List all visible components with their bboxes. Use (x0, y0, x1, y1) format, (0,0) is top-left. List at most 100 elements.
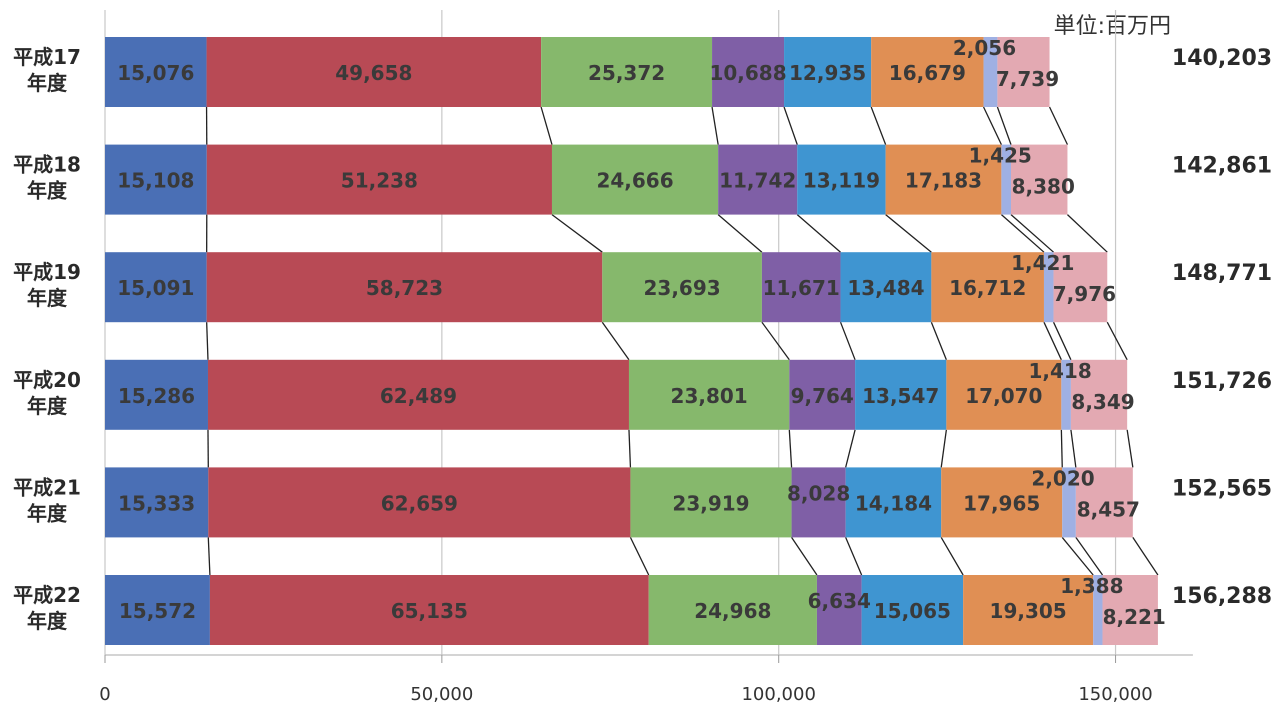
bar-segment (1102, 575, 1158, 645)
total-label: 152,565 (1172, 476, 1272, 501)
bar-segment (207, 359, 629, 430)
bar-segment (789, 359, 856, 430)
bar-segment (551, 144, 719, 215)
bar-segment (761, 252, 841, 323)
data-label: 24,666 (596, 169, 673, 193)
data-label: 15,091 (117, 276, 194, 300)
data-label: 15,076 (117, 61, 194, 85)
series-connector-line (885, 214, 932, 253)
bar-segment (105, 144, 207, 215)
data-label: 7,739 (996, 67, 1059, 91)
series-connector-line (788, 429, 793, 468)
bar-segment (208, 467, 631, 538)
data-label: 16,712 (949, 276, 1026, 300)
data-label: 15,572 (119, 599, 196, 623)
bar-segment (648, 575, 817, 645)
total-label: 148,771 (1172, 261, 1272, 286)
bar-segment (861, 575, 964, 645)
bar-segment (1053, 252, 1108, 323)
data-label: 13,484 (847, 276, 924, 300)
bar-segment (931, 252, 1044, 323)
data-label: 17,070 (965, 384, 1042, 408)
data-label: 23,919 (672, 491, 749, 515)
bar-segment (206, 144, 552, 215)
data-label: 7,976 (1053, 282, 1116, 306)
series-connector-line (1061, 536, 1094, 576)
data-label: 8,349 (1071, 390, 1134, 414)
bar-segment (1070, 359, 1128, 430)
bar-segment (1062, 467, 1076, 538)
series-connector-line (940, 429, 948, 468)
x-tick-label: 150,000 (1078, 684, 1152, 705)
data-label: 1,418 (1029, 359, 1092, 383)
data-label: 16,679 (889, 61, 966, 85)
category-label: 平成22 年度 (13, 583, 81, 633)
series-connector-line (996, 106, 1012, 145)
bar-segment (963, 575, 1094, 645)
data-label: 17,183 (905, 169, 982, 193)
series-connector-line (717, 214, 763, 253)
data-label: 65,135 (391, 599, 468, 623)
data-label: 51,238 (341, 169, 418, 193)
data-label: 15,286 (118, 384, 195, 408)
bar-segment (797, 144, 886, 215)
bar-segment (628, 359, 790, 430)
series-connector-line (628, 429, 632, 468)
bar-segment (206, 37, 542, 107)
category-label: 平成20 年度 (13, 368, 81, 418)
data-label: 2,020 (1031, 466, 1094, 490)
series-connector-line (711, 106, 719, 145)
data-label: 2,056 (953, 36, 1016, 60)
bar-segment (983, 37, 998, 107)
series-connector-line (1060, 429, 1063, 468)
category-label: 平成19 年度 (13, 260, 81, 310)
series-connector-line (601, 321, 630, 361)
series-connector-line (1000, 214, 1045, 253)
bar-segment (1001, 144, 1011, 215)
data-label: 10,688 (709, 61, 786, 85)
series-connector-line (870, 106, 887, 145)
data-label: 8,380 (1012, 175, 1075, 199)
series-connector-line (791, 537, 818, 576)
bar-segment (1093, 575, 1103, 645)
x-tick-label: 0 (99, 684, 110, 705)
data-label: 58,723 (366, 276, 443, 300)
category-label: 平成17 年度 (13, 45, 81, 95)
total-label: 151,726 (1172, 369, 1272, 394)
unit-label: 単位:百万円 (1053, 14, 1171, 39)
bar-segment (946, 359, 1062, 430)
series-connector-line (1052, 321, 1072, 361)
data-label: 19,305 (990, 599, 1067, 623)
bar-segment (1043, 252, 1054, 323)
series-connector-line (1075, 537, 1104, 576)
bar-segment (791, 467, 846, 538)
bar-segment (871, 37, 984, 107)
x-tick-label: 50,000 (410, 684, 473, 705)
data-label: 49,658 (335, 61, 412, 85)
data-label: 13,547 (862, 384, 939, 408)
x-tick-label: 100,000 (741, 684, 815, 705)
series-connector-line (845, 429, 856, 468)
bar-segment (105, 467, 209, 538)
series-connector-line (982, 106, 1002, 145)
bar-segment (840, 252, 932, 323)
bar-segment (885, 144, 1002, 215)
series-connector-line (207, 537, 211, 576)
series-connector-line (783, 106, 798, 145)
bar-segment (105, 359, 208, 430)
series-connector-line (940, 537, 964, 576)
bar-segment (855, 359, 947, 430)
series-connector-line (551, 214, 603, 253)
total-label: 140,203 (1172, 46, 1272, 71)
data-label: 17,965 (963, 491, 1040, 515)
bar-segment (209, 575, 649, 645)
bar-segment (816, 575, 862, 645)
bar-segment (718, 144, 798, 215)
bar-segment (997, 37, 1050, 107)
data-label: 23,801 (671, 384, 748, 408)
bar-segment (845, 467, 942, 538)
data-label: 1,425 (969, 144, 1032, 168)
data-label: 9,764 (791, 384, 854, 408)
data-label: 13,119 (803, 169, 880, 193)
